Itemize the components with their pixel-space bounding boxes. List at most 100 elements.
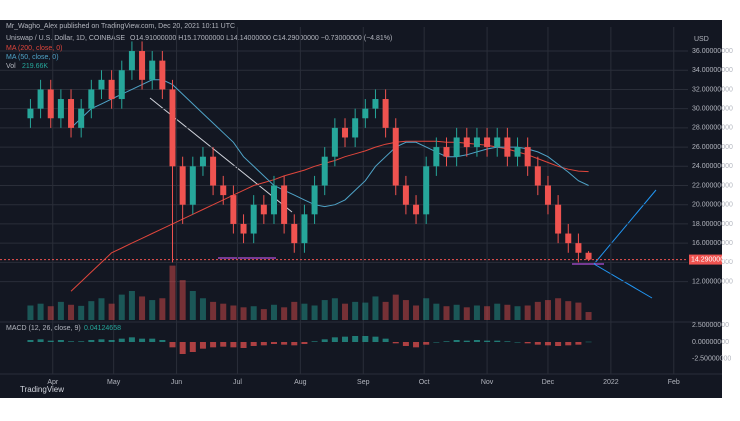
volume-bar: [575, 302, 582, 320]
legend-entry: MA (50, close, 0): [6, 54, 59, 61]
volume-bar: [311, 305, 318, 320]
candle-body: [139, 51, 146, 80]
candle-body: [27, 108, 34, 119]
volume-bar: [382, 301, 389, 320]
candle-body: [585, 252, 592, 260]
x-tick-label: Dec: [542, 379, 555, 386]
x-tick-label: Jul: [233, 379, 242, 386]
legend-entry: MA (200, close, 0): [6, 45, 62, 52]
y-tick-label: 32.00000000: [692, 86, 733, 93]
macd-bar: [575, 342, 582, 345]
volume-bar: [68, 304, 75, 320]
y-tick-label: 36.00000000: [692, 48, 733, 55]
macd-bar: [453, 340, 460, 342]
y-tick-label: 34.00000000: [692, 67, 733, 74]
macd-bar: [402, 342, 409, 346]
macd-bar: [250, 342, 257, 346]
candle-body: [423, 166, 430, 215]
macd-bar: [514, 342, 521, 343]
candle-body: [352, 118, 359, 138]
macd-bar: [565, 342, 572, 346]
macd-bar: [118, 338, 125, 342]
y-tick-label: 18.00000000: [692, 221, 733, 228]
candle-body: [362, 108, 369, 119]
moving-average: [70, 79, 589, 208]
volume-bar: [108, 303, 115, 320]
y-tick-label: 20.00000000: [692, 202, 733, 209]
candle-body: [524, 147, 531, 167]
y-tick-label: 12.00000000: [692, 278, 733, 285]
candle-body: [443, 147, 450, 157]
candle-body: [402, 185, 409, 205]
volume-bar: [47, 306, 54, 320]
macd-bar: [484, 340, 491, 342]
volume-bar: [210, 301, 217, 320]
candle-body: [311, 185, 318, 215]
macd-bar: [27, 340, 34, 342]
macd-bar: [270, 342, 277, 344]
macd-bar: [392, 342, 399, 344]
macd-bar: [139, 338, 146, 342]
volume-bar: [321, 300, 328, 320]
macd-bar: [189, 342, 196, 352]
macd-bar: [281, 342, 288, 345]
volume-bar: [484, 306, 491, 320]
volume-bar: [27, 305, 34, 320]
x-tick-label: Sep: [357, 379, 370, 386]
volume-bar: [473, 305, 480, 320]
volume-bar: [78, 305, 85, 320]
candle-body: [504, 137, 511, 157]
y2-tick-label: 2.50000000: [692, 322, 729, 329]
macd-bar: [68, 341, 75, 342]
candle-body: [514, 147, 521, 157]
volume-bar: [301, 303, 308, 320]
candle-body: [88, 89, 95, 109]
volume-bar: [372, 296, 379, 320]
candle-body: [149, 60, 156, 80]
header: Mr_Wagho_Alex published on TradingView.c…: [6, 23, 235, 30]
candle-body: [331, 127, 338, 157]
volume-bar: [463, 307, 470, 320]
volume-bar: [342, 303, 349, 320]
macd-bar: [473, 340, 480, 342]
volume-bar: [433, 303, 440, 320]
candle-body: [270, 185, 277, 215]
macd-bar: [220, 342, 227, 347]
projection-arrow: [593, 189, 657, 265]
candle-body: [463, 137, 470, 148]
macd-bar: [311, 341, 318, 342]
macd-bar: [352, 336, 359, 342]
y2-tick-label: -2.50000000: [692, 356, 731, 363]
macd-bar: [301, 342, 308, 344]
candle-body: [392, 127, 399, 186]
macd-bar: [504, 341, 511, 342]
macd-bar: [423, 342, 430, 345]
volume-bar: [392, 294, 399, 320]
volume-bar: [98, 298, 105, 320]
macd-bar: [544, 342, 551, 346]
volume-bar: [260, 309, 267, 320]
candle-body: [382, 99, 389, 128]
macd-bar: [585, 341, 592, 343]
volume-bar: [413, 305, 420, 320]
volume-bar: [443, 306, 450, 320]
volume-bar: [149, 300, 156, 320]
macd-bar: [372, 336, 379, 342]
volume-bar: [57, 301, 64, 320]
macd-bar: [108, 340, 115, 342]
volume-bar: [240, 307, 247, 320]
y-tick-label: 26.00000000: [692, 144, 733, 151]
volume-bar: [139, 296, 146, 320]
x-tick-label: Jun: [171, 379, 182, 386]
macd-bar: [342, 336, 349, 342]
candle-body: [473, 137, 480, 148]
volume-bar: [402, 300, 409, 320]
candle-body: [534, 166, 541, 186]
candle-body: [372, 99, 379, 109]
x-tick-label: Aug: [294, 379, 307, 386]
macd-bar: [149, 338, 156, 342]
candle-body: [57, 99, 64, 119]
y2-tick-label: 0.00000000: [692, 339, 729, 346]
moving-average: [70, 140, 589, 292]
